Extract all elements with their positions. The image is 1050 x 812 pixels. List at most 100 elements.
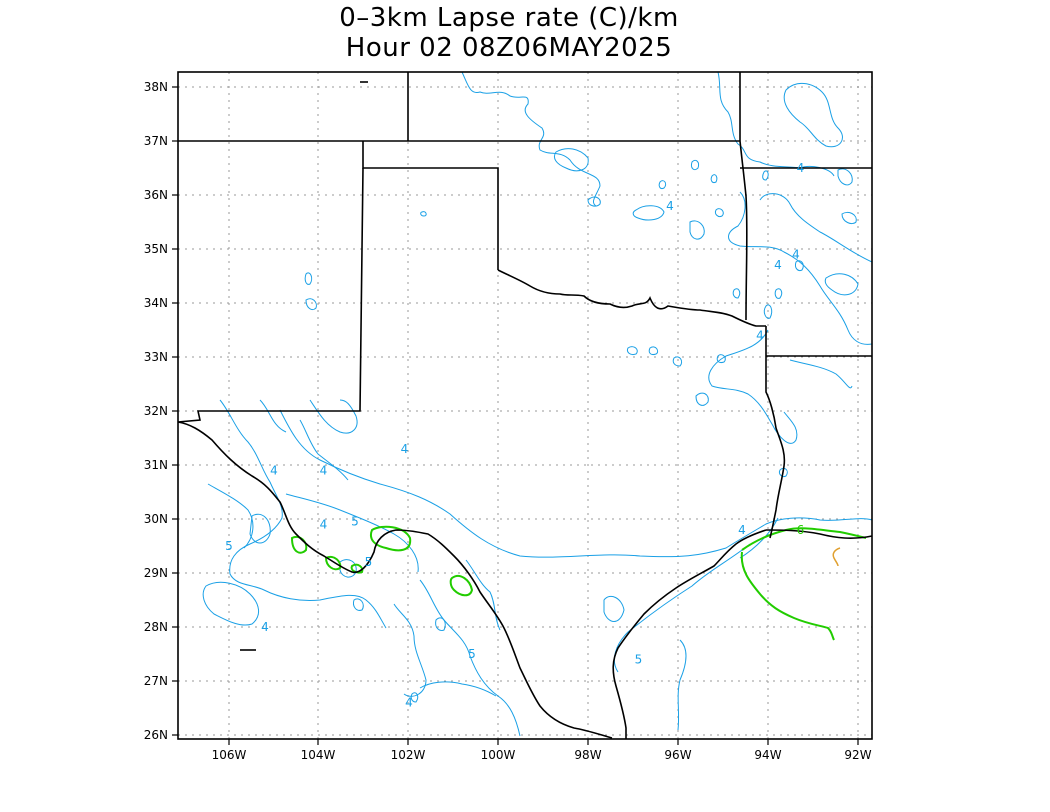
- contour-coastal: [279, 409, 873, 558]
- lat-tick-label: 28N: [144, 620, 168, 634]
- contour-label-4: 4: [320, 517, 328, 531]
- contour-label-4: 4: [270, 463, 278, 477]
- lat-tick-label: 29N: [144, 566, 168, 580]
- contour-mx-3: [419, 681, 497, 697]
- contour-label-4: 4: [405, 696, 413, 710]
- contour-ar-small5: [732, 288, 741, 299]
- lat-tick-label: 27N: [144, 674, 168, 688]
- contour-ar-ring3: [841, 211, 857, 225]
- contour-6-bb3: [370, 525, 412, 552]
- contour-gulf-1: [603, 595, 625, 622]
- contour-6-mx: [449, 574, 474, 597]
- contour-mx-ring2: [353, 598, 364, 611]
- lon-tick-label: 92W: [844, 748, 871, 762]
- contour-mx-ring3: [410, 692, 419, 703]
- contour-ar-small6: [762, 170, 769, 181]
- contour-label-4: 4: [792, 247, 800, 261]
- contour-ok-ring1: [553, 148, 589, 172]
- lat-tick-label: 32N: [144, 404, 168, 418]
- contour-ar-2: [728, 191, 873, 345]
- contour-mx-4: [465, 559, 501, 631]
- contour-big-bend-2: [207, 483, 254, 549]
- contour-ok-small1: [691, 159, 699, 171]
- tick-marks: [172, 86, 859, 745]
- contour-big-bend-1: [219, 399, 387, 629]
- contour-mx-1: [419, 579, 521, 737]
- contour-gulf-2: [677, 639, 687, 731]
- border-red-river: [497, 269, 766, 327]
- contour-ar-small3: [763, 304, 773, 319]
- contour-east-ring5: [716, 354, 726, 363]
- map-frame: [177, 71, 873, 740]
- lat-tick-label: 33N: [144, 350, 168, 364]
- contour-label-5: 5: [365, 555, 373, 569]
- contour-6-bb1: [290, 536, 308, 554]
- chart-subtitle: Hour 02 08Z06MAY2025: [345, 33, 673, 63]
- contour-ok-ring4: [587, 196, 601, 207]
- lat-tick-label: 36N: [144, 188, 168, 202]
- contour-label-4: 4: [320, 463, 328, 477]
- contour-big-bend-4: [299, 419, 349, 481]
- contour-ar-3: [759, 193, 873, 263]
- contour-label-5: 5: [468, 647, 476, 661]
- contour-mx-ring: [435, 617, 446, 631]
- contour-east-ring3: [648, 346, 659, 355]
- border-ok-ar: [739, 140, 748, 321]
- contour-ok-ring2: [632, 205, 665, 221]
- contour-6-bb2: [324, 556, 342, 571]
- contour-6-gulf: [741, 527, 867, 551]
- contour-east-tx2: [789, 359, 853, 389]
- contour-nm-3: [420, 211, 427, 217]
- contour-label-5: 5: [635, 652, 643, 666]
- contour-big-bend-6: [309, 399, 358, 434]
- border-la-coast: [765, 529, 873, 539]
- contour-big-bend-ring: [249, 513, 271, 544]
- contour-7-gulf: [832, 547, 841, 567]
- contour-label-4: 4: [756, 328, 764, 342]
- lon-tick-label: 104W: [301, 748, 336, 762]
- lat-tick-labels: 38N 37N 36N 35N 34N 33N 32N 31N 30N 29N …: [144, 80, 168, 742]
- contour-6-bb4: [350, 563, 364, 574]
- contour-coastal-inner2: [739, 517, 779, 559]
- contour-ok-ring3: [689, 220, 705, 240]
- chart-title: 0–3km Lapse rate (C)/km: [339, 3, 679, 33]
- contour-ok-small3: [658, 180, 667, 189]
- contours-7: [832, 547, 841, 567]
- contours-6: [290, 525, 867, 641]
- lon-tick-label: 106W: [212, 748, 247, 762]
- contour-big-bend-5: [259, 399, 287, 433]
- contour-label-4: 4: [261, 620, 269, 634]
- contour-label-4: 4: [666, 199, 674, 213]
- lat-tick-label: 30N: [144, 512, 168, 526]
- contour-east-ring4: [672, 356, 683, 367]
- contour-mx-2: [393, 603, 427, 697]
- contours-4-5: [202, 71, 873, 737]
- border-rio-grande: [177, 421, 613, 739]
- contour-big-bend-3: [285, 493, 419, 573]
- lat-tick-label: 26N: [144, 728, 168, 742]
- contour-ar-ring2: [837, 168, 853, 186]
- contour-ar-ring: [783, 83, 843, 148]
- contour-label-5: 5: [225, 539, 233, 553]
- contour-east-ring2: [627, 346, 638, 355]
- contour-east-tx: [708, 329, 798, 444]
- contour-big-bend-ring2: [202, 581, 259, 626]
- lon-tick-label: 98W: [574, 748, 601, 762]
- contour-label-4: 4: [738, 523, 746, 537]
- lon-tick-label: 96W: [664, 748, 691, 762]
- contour-6-gulf-south: [740, 551, 835, 641]
- contour-label-4: 4: [401, 442, 409, 456]
- lon-tick-labels: 106W 104W 102W 100W 98W 96W 94W 92W: [212, 748, 872, 762]
- contour-nm-2: [305, 298, 317, 311]
- contour-ar-small2: [795, 260, 804, 271]
- contour-ar-small1: [715, 208, 724, 217]
- contour-ar-ring4: [824, 273, 859, 296]
- contour-east-ring: [695, 392, 709, 406]
- border-nm-tx: [177, 167, 364, 423]
- lon-tick-label: 94W: [754, 748, 781, 762]
- lat-tick-label: 31N: [144, 458, 168, 472]
- lat-tick-label: 37N: [144, 134, 168, 148]
- border-tx-la: [765, 326, 786, 539]
